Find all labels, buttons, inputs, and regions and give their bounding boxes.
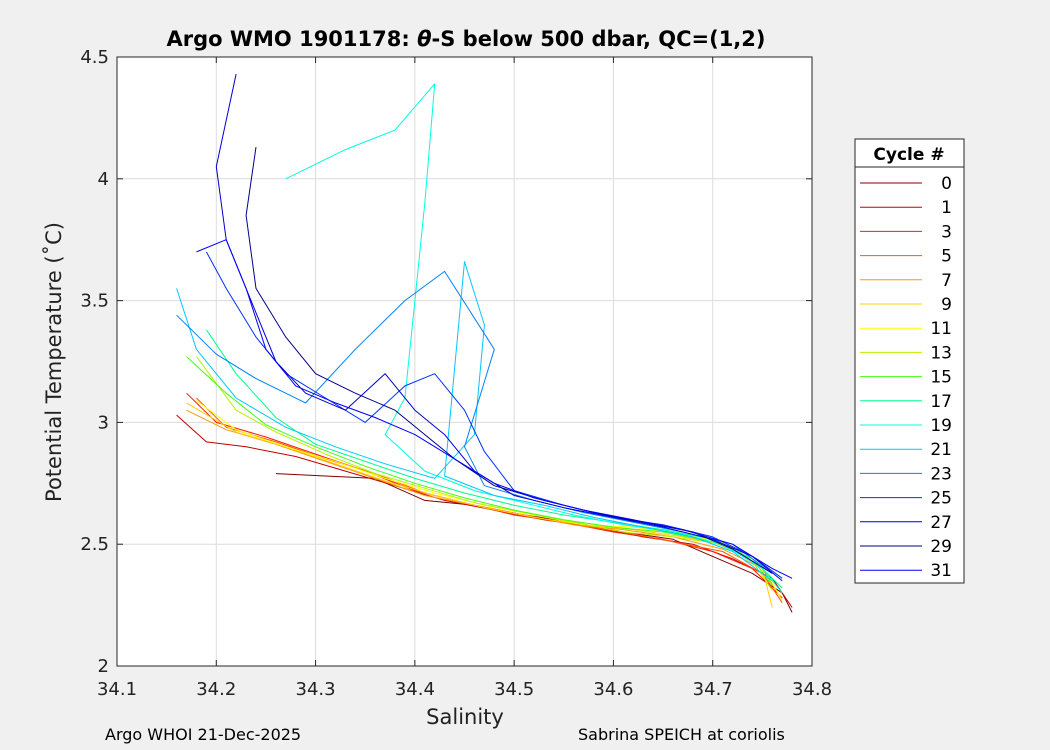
- legend-label-29: 29: [930, 537, 952, 557]
- series-line-31: [196, 239, 793, 579]
- footer-right: Sabrina SPEICH at coriolis: [578, 725, 785, 744]
- legend-label-7: 7: [941, 271, 952, 291]
- legend-label-3: 3: [941, 222, 952, 242]
- legend-label-27: 27: [930, 513, 952, 533]
- y-axis-label: Potential Temperature (˚C): [42, 222, 66, 502]
- legend-label-31: 31: [930, 561, 952, 581]
- legend-box: [854, 138, 965, 584]
- x-tick-label: 34.2: [196, 679, 236, 700]
- y-tick-label: 4: [98, 169, 109, 190]
- legend-label-1: 1: [941, 198, 952, 218]
- footer-left: Argo WHOI 21-Dec-2025: [105, 725, 302, 744]
- data-lines: [176, 73, 793, 613]
- legend-label-21: 21: [930, 440, 952, 460]
- legend-label-17: 17: [930, 392, 952, 412]
- legend-label-25: 25: [930, 489, 952, 509]
- title-prefix: Argo WMO 1901178:: [166, 27, 417, 51]
- legend-label-5: 5: [941, 247, 952, 267]
- plot-area: [117, 57, 812, 666]
- x-tick-label: 34.6: [593, 679, 633, 700]
- series-line-21: [176, 261, 773, 582]
- title-theta: θ: [417, 27, 431, 51]
- axis-ticks: 34.1 34.2 34.3 34.4 34.5 34.6 34.7 34.8 2 2.5 3 3.5…: [80, 47, 832, 700]
- y-tick-label: 3: [98, 412, 109, 433]
- legend-label-15: 15: [930, 368, 952, 388]
- y-tick-label: 2: [98, 656, 109, 677]
- legend-label-23: 23: [930, 464, 952, 484]
- y-tick-label: 4.5: [80, 47, 109, 68]
- y-tick-label: 2.5: [80, 534, 109, 555]
- y-tick-label: 3.5: [80, 291, 109, 312]
- legend-label-11: 11: [930, 319, 952, 339]
- plot-frame: [116, 56, 813, 667]
- x-tick-label: 34.7: [693, 679, 733, 700]
- series-line-27: [215, 73, 783, 582]
- x-axis-label: Salinity: [426, 705, 504, 729]
- legend-label-13: 13: [930, 343, 952, 363]
- x-tick-label: 34.4: [395, 679, 435, 700]
- legend-label-9: 9: [941, 295, 952, 315]
- chart-title: Argo WMO 1901178: θ-S below 500 dbar, QC…: [166, 27, 765, 51]
- x-tick-label: 34.8: [792, 679, 832, 700]
- series-line-23: [176, 270, 773, 574]
- x-tick-label: 34.3: [296, 679, 336, 700]
- legend-title: Cycle #: [873, 145, 944, 165]
- legend-label-19: 19: [930, 416, 952, 436]
- legend-label-0: 0: [941, 174, 952, 194]
- x-tick-label: 34.1: [97, 679, 137, 700]
- x-tick-label: 34.5: [494, 679, 534, 700]
- title-suffix: -S below 500 dbar, QC=(1,2): [432, 27, 766, 51]
